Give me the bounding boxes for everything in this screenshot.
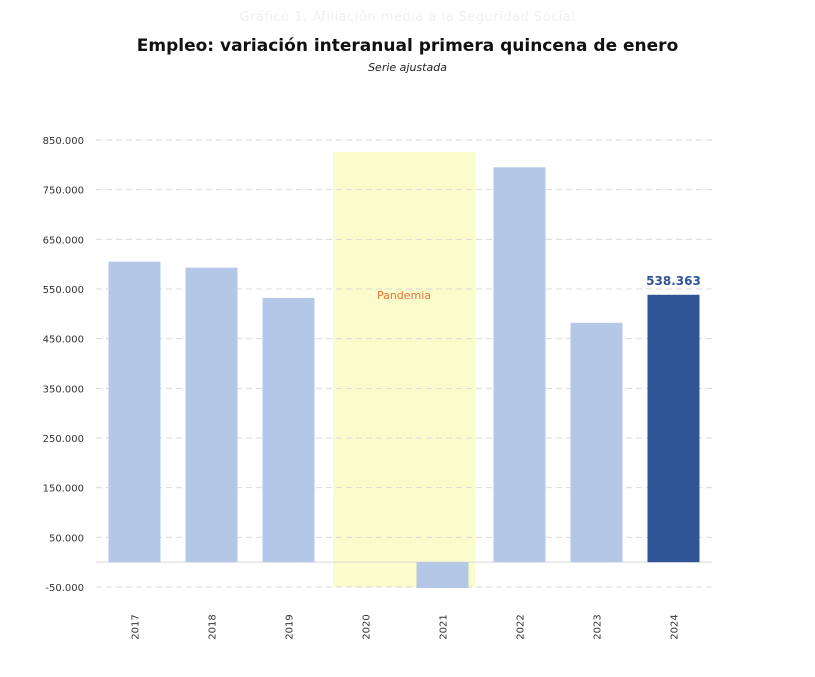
y-tick-label: -50.000	[45, 583, 84, 594]
y-tick-label: 50.000	[49, 533, 84, 544]
data-label-2024: 538.363	[646, 274, 701, 288]
y-tick-label: 250.000	[43, 434, 84, 445]
y-tick-label: 550.000	[43, 285, 84, 296]
y-tick-label: 150.000	[43, 484, 84, 495]
x-tick-label: 2019	[285, 614, 296, 639]
bar-2018	[185, 267, 238, 563]
x-tick-label: 2018	[208, 614, 219, 639]
pandemic-band	[333, 152, 475, 587]
pandemic-band-layer	[333, 152, 475, 587]
pandemia-annotation: Pandemia	[377, 289, 431, 302]
y-tick-label: 750.000	[43, 186, 84, 197]
bar-2024	[647, 294, 700, 563]
y-tick-label: 850.000	[43, 136, 84, 147]
bar-2019	[262, 297, 315, 563]
y-tick-label: 350.000	[43, 384, 84, 395]
x-tick-label: 2017	[131, 614, 142, 639]
y-tick-label: 450.000	[43, 335, 84, 346]
x-tick-label: 2023	[593, 614, 604, 639]
bar-2021	[416, 562, 469, 588]
labels: 538.363 Pandemia	[377, 274, 701, 302]
faded-header: Gráfico 1. Afiliación media a la Segurid…	[239, 10, 576, 25]
y-axis-ticks: -50.000 50.000 150.000 250.000 350.000 450.00…	[43, 136, 84, 594]
x-tick-label: 2021	[439, 614, 450, 639]
x-tick-label: 2020	[362, 614, 373, 639]
y-tick-label: 650.000	[43, 235, 84, 246]
bar-2022	[493, 167, 546, 563]
x-tick-label: 2024	[670, 614, 681, 639]
chart-subtitle: Serie ajustada	[368, 61, 447, 74]
x-tick-label: 2022	[516, 614, 527, 639]
bar-2017	[108, 261, 161, 563]
x-axis-ticks: 2017 2018 2019 2020 2021 2022 2023 2024	[131, 614, 681, 639]
bar-2023	[570, 322, 623, 563]
chart-title: Empleo: variación interanual primera qui…	[136, 36, 679, 56]
bars	[108, 167, 700, 588]
